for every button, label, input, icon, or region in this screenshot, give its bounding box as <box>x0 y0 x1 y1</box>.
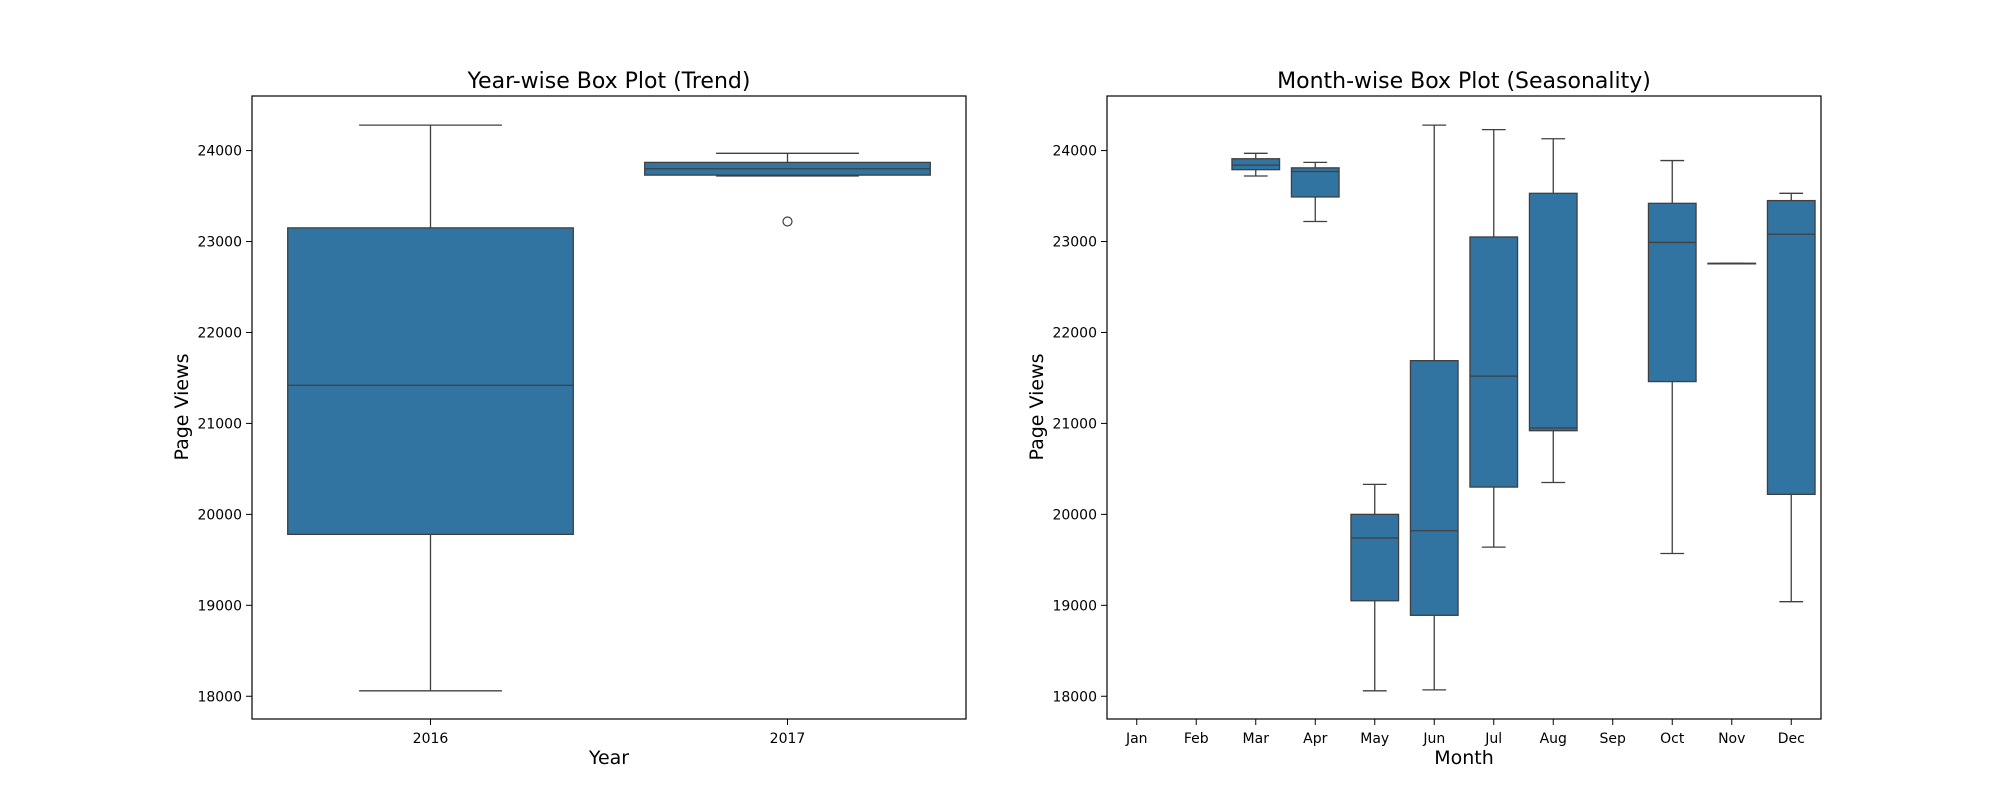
iqr-box <box>1290 167 1340 198</box>
x-tick-label: 2017 <box>770 731 806 747</box>
plot-frame <box>251 95 967 720</box>
x-tick-label: Oct <box>1660 731 1685 747</box>
iqr-box <box>1350 513 1400 602</box>
y-tick-label: 24000 <box>1052 144 1097 160</box>
box-Nov <box>1707 262 1757 265</box>
iqr-box <box>1469 236 1519 488</box>
y-tick-label: 20000 <box>197 507 242 523</box>
x-tick-label: Jun <box>1422 731 1445 747</box>
x-tick-label: Dec <box>1778 731 1805 747</box>
x-tick-label: 2016 <box>413 731 449 747</box>
x-axis-title: Year <box>588 747 629 769</box>
chart-title: Month-wise Box Plot (Seasonality) <box>1277 69 1651 94</box>
x-tick-label: Jul <box>1484 731 1502 747</box>
y-tick-label: 19000 <box>1052 598 1097 614</box>
box-Mar <box>1231 152 1281 177</box>
x-tick-label: May <box>1360 731 1389 747</box>
box-May <box>1350 483 1400 692</box>
outlier-point <box>782 216 793 227</box>
iqr-box <box>1409 360 1459 616</box>
y-tick-label: 23000 <box>197 235 242 251</box>
y-tick-label: 18000 <box>197 689 242 705</box>
x-tick-label: Aug <box>1540 731 1567 747</box>
y-tick-label: 19000 <box>197 598 242 614</box>
y-tick-label: 22000 <box>197 325 242 341</box>
year-wise-box-plot: Year-wise Box Plot (Trend) 18000 19000 200… <box>171 69 967 769</box>
box-2016 <box>287 124 574 692</box>
x-tick-label: Nov <box>1718 731 1745 747</box>
box-Jun <box>1409 124 1459 691</box>
x-tick-label: Sep <box>1600 731 1627 747</box>
iqr-box <box>1766 199 1816 496</box>
y-tick-label: 22000 <box>1052 325 1097 341</box>
month-wise-box-plot: Month-wise Box Plot (Seasonality) 18000 1… <box>1026 69 1822 769</box>
plot-frame <box>1106 95 1822 720</box>
box-Dec <box>1766 192 1816 603</box>
y-tick-label: 23000 <box>1052 235 1097 251</box>
y-tick-label: 24000 <box>197 144 242 160</box>
y-axis-title: Page Views <box>1026 353 1048 460</box>
x-tick-label: Mar <box>1243 731 1270 747</box>
iqr-box <box>1231 158 1281 171</box>
box-Oct <box>1647 159 1697 555</box>
x-tick-label: Feb <box>1184 731 1209 747</box>
iqr-box <box>287 227 574 536</box>
box-2017 <box>644 152 931 227</box>
x-tick-label: Jan <box>1125 731 1148 747</box>
y-tick-label: 18000 <box>1052 689 1097 705</box>
chart-title: Year-wise Box Plot (Trend) <box>467 69 751 94</box>
y-tick-label: 21000 <box>197 416 242 432</box>
iqr-box <box>1647 202 1697 383</box>
y-tick-label: 20000 <box>1052 507 1097 523</box>
box-Aug <box>1528 138 1578 484</box>
y-axis-title: Page Views <box>171 353 193 460</box>
x-axis-title: Month <box>1434 747 1494 769</box>
iqr-box <box>1528 192 1578 432</box>
box-Apr <box>1290 161 1340 223</box>
box-Jul <box>1469 129 1519 548</box>
y-tick-label: 21000 <box>1052 416 1097 432</box>
x-tick-label: Apr <box>1303 731 1327 747</box>
